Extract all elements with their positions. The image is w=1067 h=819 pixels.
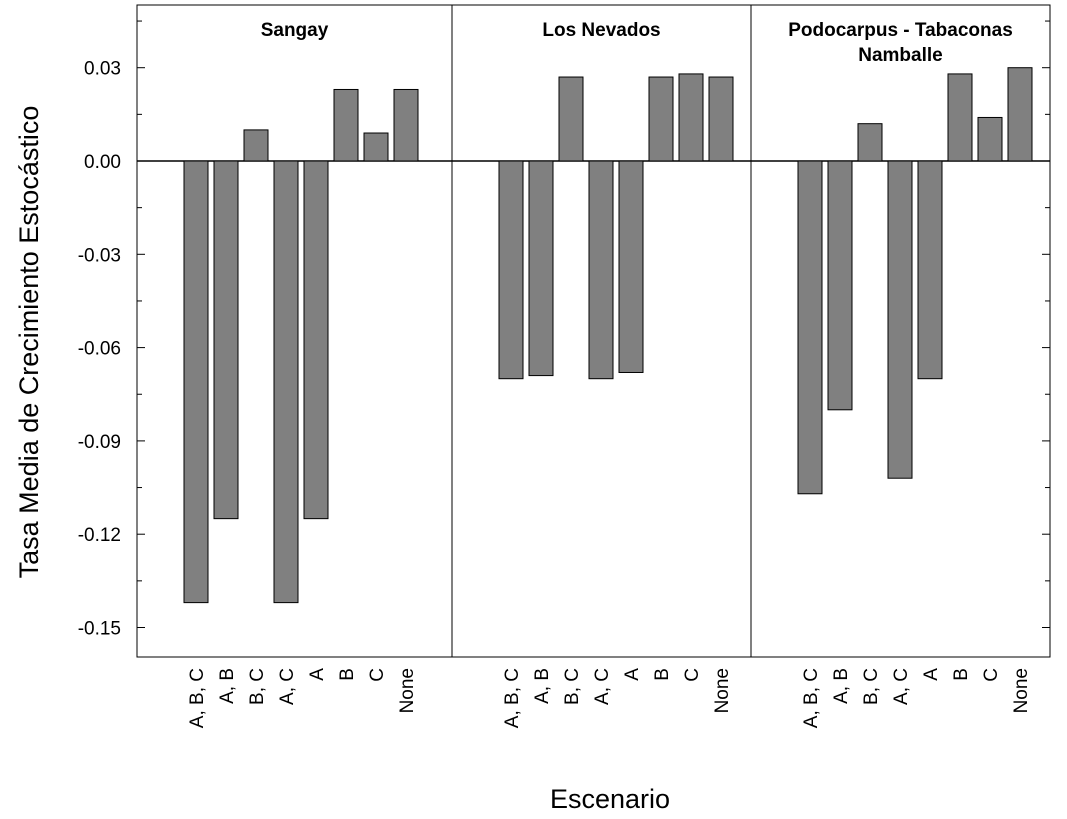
bar — [977, 116, 1003, 162]
category-label: C — [367, 668, 388, 682]
bar — [558, 76, 584, 162]
panel-title: Sangay — [261, 20, 329, 41]
bar — [273, 160, 299, 604]
category-label: B — [337, 668, 358, 681]
bar — [498, 160, 524, 380]
x-axis-title: Escenario — [550, 784, 670, 814]
bar — [213, 160, 239, 520]
bar — [797, 160, 823, 495]
category-label: None — [397, 668, 418, 713]
bar — [678, 73, 704, 162]
y-tick-label: -0.15 — [78, 619, 121, 640]
category-label: A, C — [891, 668, 912, 705]
category-label: None — [1011, 668, 1032, 713]
category-label: A, B, C — [801, 668, 822, 728]
category-label: A, B — [532, 668, 553, 704]
panel-title: Podocarpus - Tabaconas — [788, 20, 1013, 41]
bar — [917, 160, 943, 380]
bar — [648, 76, 674, 162]
category-label: A, B — [217, 668, 238, 704]
category-label: A, B, C — [187, 668, 208, 728]
category-label: None — [712, 668, 733, 713]
bar — [618, 160, 644, 373]
category-label: A — [921, 668, 942, 681]
bar — [393, 88, 419, 162]
category-label: B — [951, 668, 972, 681]
y-axis-title: Tasa Media de Crecimiento Estocástico — [14, 106, 44, 579]
category-label: B, C — [562, 668, 583, 705]
category-label: A — [622, 668, 643, 681]
bar — [303, 160, 329, 520]
category-label: B — [652, 668, 673, 681]
bar — [857, 123, 883, 162]
y-tick-label: -0.12 — [78, 525, 121, 546]
y-tick-label: 0.00 — [84, 152, 121, 173]
bar — [947, 73, 973, 162]
bar — [827, 160, 853, 411]
category-label: C — [682, 668, 703, 682]
category-label: A, C — [277, 668, 298, 705]
bar — [1007, 67, 1033, 162]
panel-title: Namballe — [858, 45, 942, 66]
y-tick-label: -0.09 — [78, 432, 121, 453]
bar — [183, 160, 209, 604]
category-label: A, B — [831, 668, 852, 704]
category-label: C — [981, 668, 1002, 682]
category-label: A — [307, 668, 328, 681]
bar — [243, 129, 269, 162]
panel-title: Los Nevados — [542, 20, 660, 41]
category-label: A, C — [592, 668, 613, 705]
bar — [528, 160, 554, 377]
bar — [708, 76, 734, 162]
bar — [588, 160, 614, 380]
bar — [887, 160, 913, 479]
bar — [333, 88, 359, 162]
category-label: B, C — [247, 668, 268, 705]
y-tick-label: 0.03 — [84, 59, 121, 80]
category-label: B, C — [861, 668, 882, 705]
plot-frame — [136, 4, 1051, 658]
category-label: A, B, C — [502, 668, 523, 728]
y-tick-label: -0.06 — [78, 339, 121, 360]
y-tick-label: -0.03 — [78, 245, 121, 266]
bar — [363, 132, 389, 162]
